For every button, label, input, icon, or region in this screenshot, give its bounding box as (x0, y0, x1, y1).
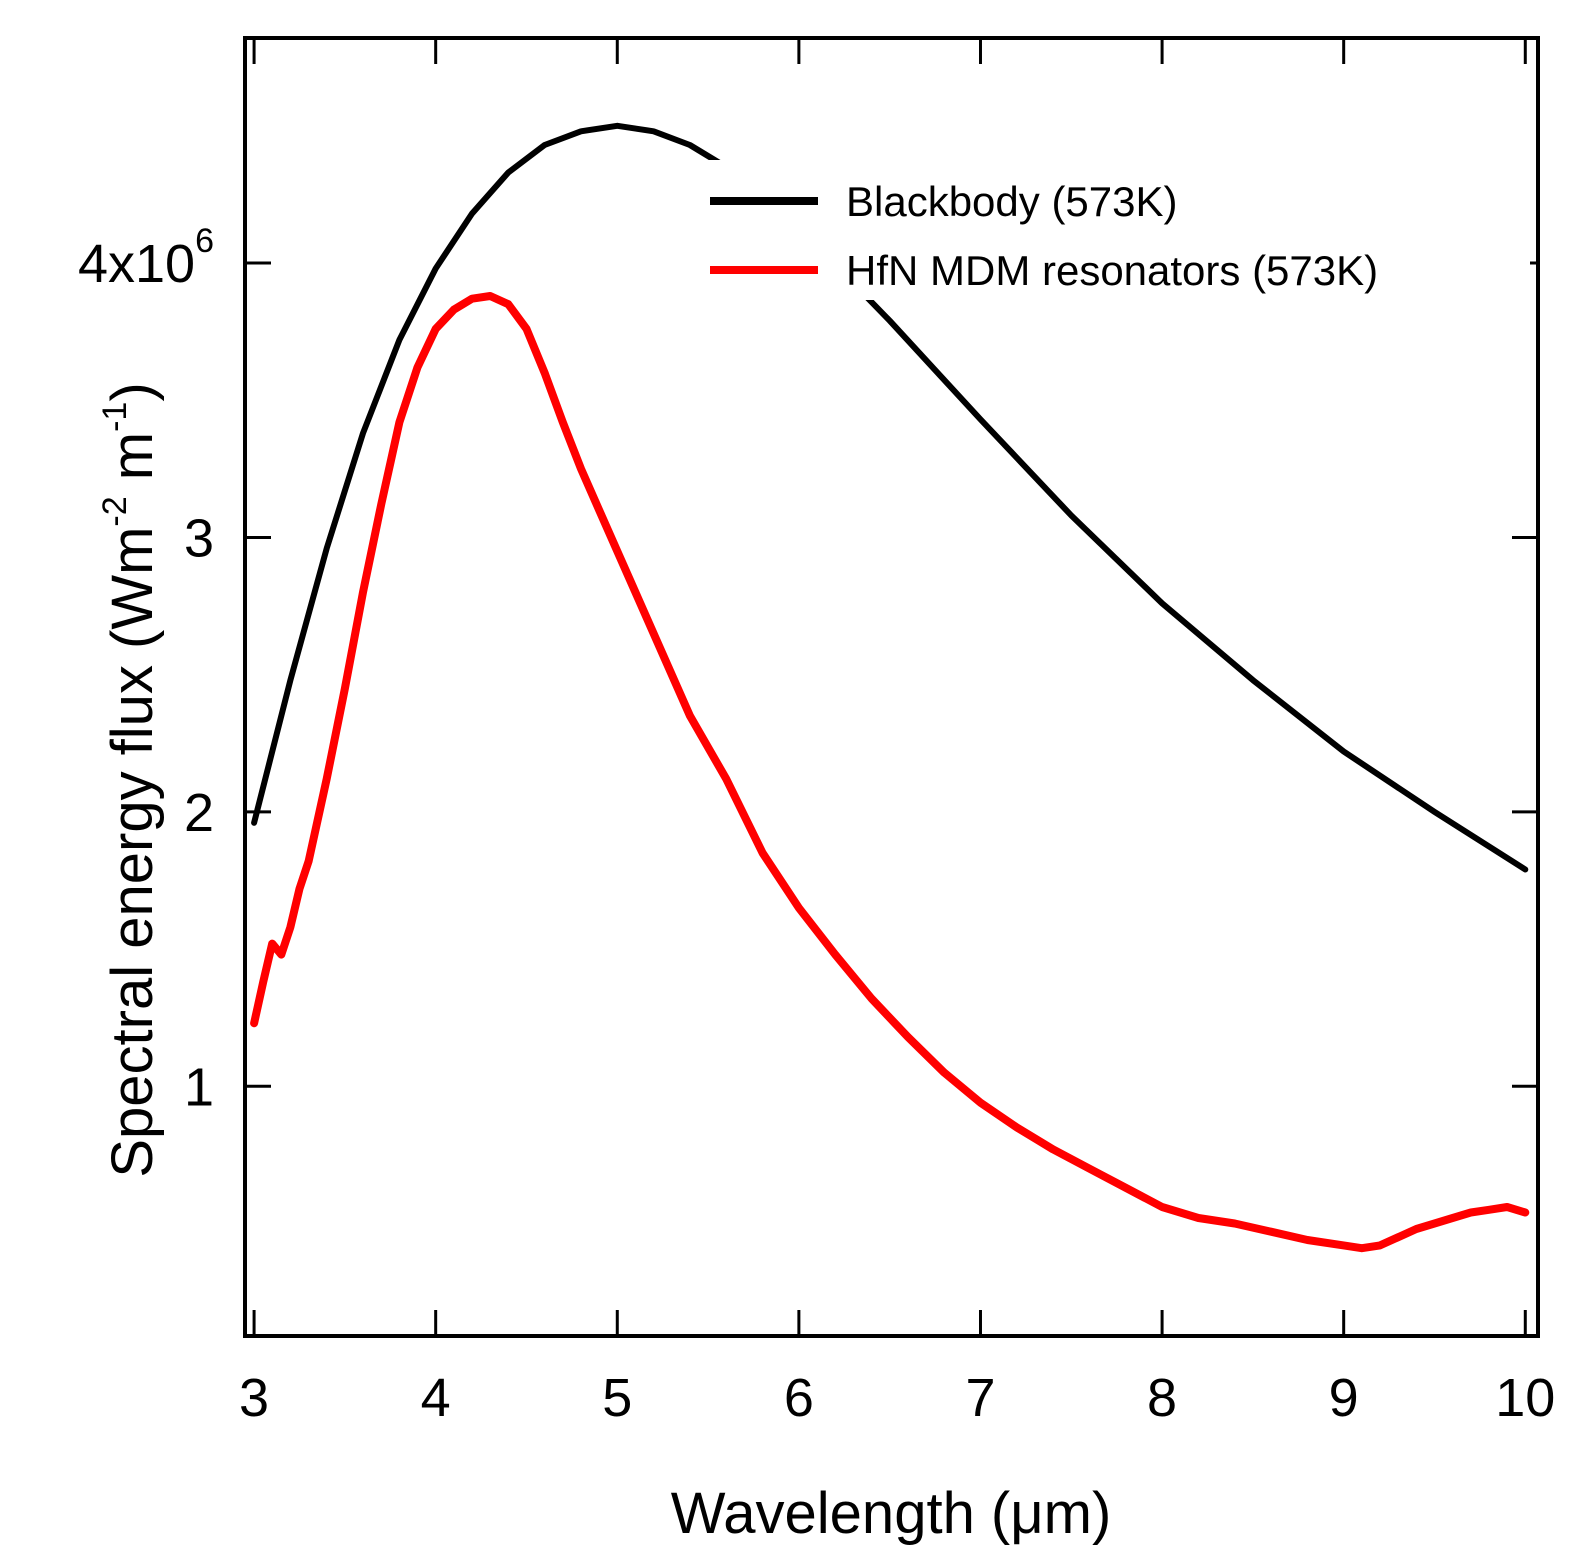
x-tick-label-10: 10 (1495, 1368, 1555, 1428)
y-tick-label-2: 2 (184, 783, 214, 843)
x-tick-label-5: 5 (602, 1368, 632, 1428)
x-tick-label-6: 6 (784, 1368, 814, 1428)
y-axis-title-exp1: -2 (96, 496, 134, 526)
x-tick-label-9: 9 (1329, 1368, 1359, 1428)
legend-background (700, 160, 1530, 300)
legend-label-hfn-mdm: HfN MDM resonators (573K) (846, 247, 1378, 294)
y-axis-title-suffix: ) (100, 382, 165, 401)
series (250, 122, 1530, 1253)
series-line-blackbody (251, 122, 1529, 873)
y-axis-title-middle: m (100, 432, 165, 496)
x-tick-label-4: 4 (421, 1368, 451, 1428)
x-tick-label-7: 7 (965, 1368, 995, 1428)
tick-labels: 3 4 5 6 7 8 9 10 1 2 3 4x106 (78, 222, 1555, 1428)
y-axis-title-exp2: -1 (96, 402, 134, 432)
legend-label-blackbody: Blackbody (573K) (846, 178, 1178, 225)
y-tick-label-4: 4x106 (78, 222, 214, 294)
plot-frame (243, 36, 1540, 1338)
y-tick-label-3: 3 (184, 508, 214, 568)
ticks (245, 38, 1538, 1336)
y-axis-title-prefix: Spectral energy flux (Wm (100, 527, 165, 1178)
y-tick-exponent: 6 (195, 222, 214, 260)
x-tick-label-3: 3 (239, 1368, 269, 1428)
y-axis-title: Spectral energy flux (Wm-2 m-1) (96, 382, 165, 1177)
x-tick-label-8: 8 (1147, 1368, 1177, 1428)
y-tick-label-1: 1 (184, 1057, 214, 1117)
series-line-hfn-mdm (250, 292, 1530, 1253)
legend: Blackbody (573K) HfN MDM resonators (573… (700, 160, 1530, 300)
x-axis-title: Wavelength (μm) (671, 1481, 1112, 1546)
